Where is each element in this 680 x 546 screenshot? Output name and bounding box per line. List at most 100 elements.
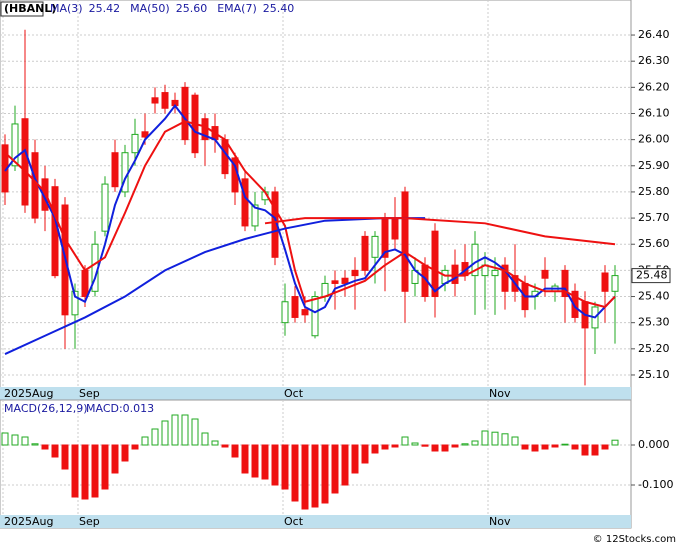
macd-bar xyxy=(261,444,269,480)
macd-bar xyxy=(51,444,59,458)
macd-bar xyxy=(141,436,149,446)
macd-bar xyxy=(161,420,169,446)
macd-bar xyxy=(201,432,209,446)
x-tick-label: Oct xyxy=(284,515,304,528)
y-tick-label: 25.70 xyxy=(638,211,670,224)
candle-body xyxy=(571,290,579,318)
macd-bar xyxy=(491,431,499,446)
candle-body xyxy=(81,269,89,298)
macd-bar xyxy=(601,444,609,450)
x-tick-label: Nov xyxy=(489,515,511,528)
macd-bar xyxy=(211,440,219,446)
macd-bar xyxy=(411,442,419,446)
macd-bar xyxy=(361,444,369,464)
macd-value: MACD:0.013 xyxy=(86,402,154,415)
legend-value: 25.60 xyxy=(176,2,208,15)
macd-bar xyxy=(251,444,259,478)
y-tick-label: 0.000 xyxy=(638,438,670,451)
macd-bar xyxy=(111,444,119,474)
ticker-box xyxy=(0,1,44,17)
x-axis-strip xyxy=(0,515,631,528)
candle-body xyxy=(491,269,499,277)
macd-bar xyxy=(611,439,619,446)
legend-label: MA(3) xyxy=(50,2,83,15)
x-tick-label: Sep xyxy=(79,387,100,400)
macd-bar xyxy=(301,444,309,510)
x-tick-label: Sep xyxy=(79,515,100,528)
candle-body xyxy=(31,152,39,219)
macd-title: MACD(26,12,9) xyxy=(4,402,88,415)
y-tick-label: 25.90 xyxy=(638,159,670,172)
macd-bar xyxy=(521,444,529,450)
candle-body xyxy=(371,235,379,258)
macd-bar xyxy=(291,444,299,502)
x-tick-label: 2025Aug xyxy=(4,515,53,528)
macd-bar xyxy=(581,444,589,456)
macd-bar xyxy=(181,414,189,446)
x-tick-label: 2025Aug xyxy=(4,387,53,400)
macd-bar xyxy=(371,444,379,454)
candle-body xyxy=(501,264,509,292)
x-tick-label: Nov xyxy=(489,387,511,400)
candle-body xyxy=(601,272,609,292)
y-tick-label: 26.10 xyxy=(638,106,670,119)
candle-body xyxy=(141,131,149,138)
candle-body xyxy=(51,186,59,277)
candle-body xyxy=(11,123,19,167)
macd-bar xyxy=(81,444,89,500)
macd-bar xyxy=(71,444,79,498)
y-tick-label: 25.40 xyxy=(638,290,670,303)
macd-bar xyxy=(271,444,279,486)
macd-bar xyxy=(561,443,569,446)
candle-body xyxy=(431,230,439,298)
macd-bar xyxy=(61,444,69,470)
y-tick-label: 26.20 xyxy=(638,80,670,93)
macd-bar xyxy=(91,444,99,498)
legend-value: 25.42 xyxy=(89,2,121,15)
candle-body xyxy=(101,183,109,232)
macd-bar xyxy=(1,432,9,446)
candle-body xyxy=(351,269,359,277)
macd-bar xyxy=(151,428,159,446)
macd-bar xyxy=(311,444,319,508)
y-tick-label: 26.00 xyxy=(638,133,670,146)
candle-body xyxy=(611,275,619,292)
ticker: (HBANL) xyxy=(4,2,56,15)
candle-body xyxy=(281,301,289,324)
macd-bar xyxy=(471,440,479,446)
macd-bar xyxy=(461,443,469,446)
macd-bar xyxy=(321,444,329,504)
indicator-line xyxy=(4,103,616,319)
candle-body xyxy=(131,133,139,154)
macd-bar xyxy=(421,444,429,447)
candle-body xyxy=(341,277,349,284)
indicator-line xyxy=(264,217,616,246)
macd-bar xyxy=(11,434,19,446)
macd-bar xyxy=(431,444,439,452)
indicator-line xyxy=(4,120,616,309)
y-tick-label: 25.20 xyxy=(638,342,670,355)
macd-bar xyxy=(41,444,49,450)
macd-bar xyxy=(131,444,139,450)
macd-bar xyxy=(331,444,339,494)
candle-body xyxy=(71,290,79,316)
indicator-line xyxy=(4,217,425,355)
macd-bar xyxy=(441,444,449,452)
price-panel xyxy=(0,0,632,401)
legend-label: MA(50) xyxy=(130,2,170,15)
candle-body xyxy=(451,264,459,284)
macd-bar xyxy=(31,443,39,446)
macd-bar xyxy=(401,436,409,446)
candle-body xyxy=(391,217,399,240)
candle-body xyxy=(541,269,549,279)
macd-bar xyxy=(541,444,549,450)
candle-body xyxy=(291,296,299,318)
price-tag-label: 25.48 xyxy=(636,269,668,282)
y-tick-label: -0.100 xyxy=(638,478,673,491)
y-tick-label: 25.30 xyxy=(638,316,670,329)
macd-bar xyxy=(281,444,289,490)
legend-value: 25.40 xyxy=(263,2,295,15)
candle-body xyxy=(21,118,29,206)
y-tick-label: 25.60 xyxy=(638,237,670,250)
